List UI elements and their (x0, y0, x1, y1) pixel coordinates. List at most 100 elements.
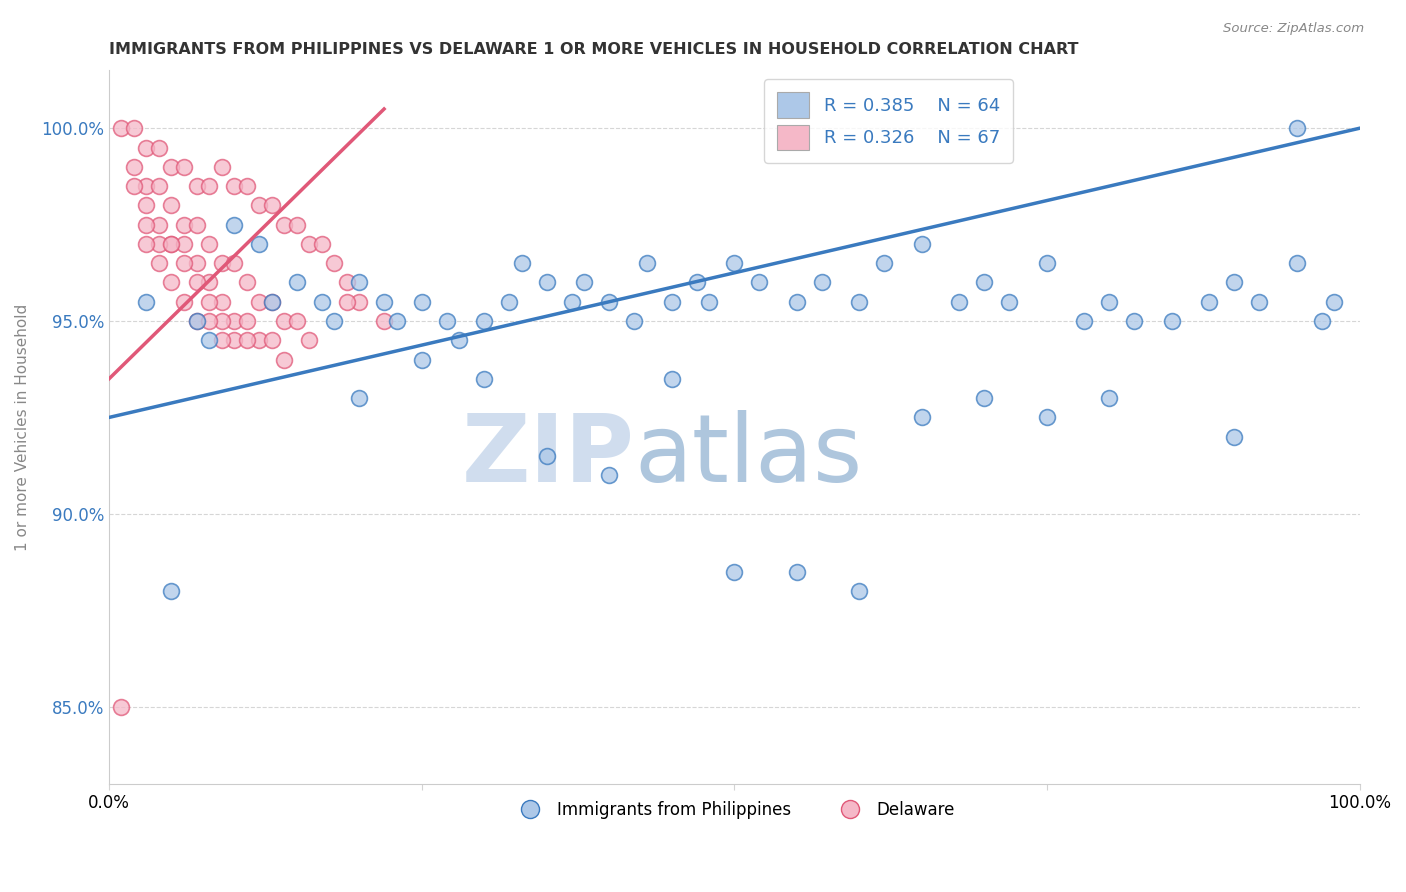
Point (186, 314, 208, 328)
Point (472, 372, 495, 386)
Point (472, 314, 495, 328)
Point (1223, 276, 1246, 290)
Point (848, 294, 870, 309)
Point (598, 468, 620, 483)
Point (273, 314, 295, 328)
Point (211, 314, 233, 328)
Point (572, 276, 595, 290)
Point (160, 583, 183, 598)
Point (1098, 294, 1121, 309)
Point (1073, 314, 1095, 328)
Point (211, 256, 233, 270)
Point (122, 179, 145, 194)
Point (1161, 314, 1184, 328)
Point (186, 276, 208, 290)
Point (1323, 294, 1346, 309)
Point (211, 334, 233, 348)
Point (222, 218, 245, 232)
Point (311, 294, 333, 309)
Point (911, 236, 934, 251)
Point (260, 334, 283, 348)
Point (373, 314, 395, 328)
Point (373, 294, 395, 309)
Point (235, 276, 257, 290)
Point (173, 236, 195, 251)
Point (449, 334, 471, 348)
Point (135, 198, 157, 212)
Point (623, 314, 645, 328)
Point (1285, 256, 1308, 270)
Point (1198, 294, 1220, 309)
Point (260, 294, 283, 309)
Point (135, 140, 157, 154)
Point (748, 276, 770, 290)
Point (1249, 294, 1271, 309)
Point (235, 314, 257, 328)
Point (160, 198, 183, 212)
Point (110, 699, 132, 714)
Point (198, 294, 221, 309)
Point (786, 294, 808, 309)
Point (1098, 391, 1121, 405)
Point (723, 565, 745, 579)
Point (536, 449, 558, 463)
Point (1310, 314, 1333, 328)
Point (998, 294, 1021, 309)
Point (536, 276, 558, 290)
Point (148, 140, 170, 154)
Point (160, 236, 183, 251)
Point (273, 218, 295, 232)
Point (148, 179, 170, 194)
Point (222, 179, 245, 194)
Point (247, 198, 270, 212)
Point (285, 314, 308, 328)
Point (198, 276, 221, 290)
Point (198, 334, 221, 348)
Point (285, 218, 308, 232)
Point (347, 276, 370, 290)
Point (848, 583, 870, 598)
Point (298, 334, 321, 348)
Point (260, 294, 283, 309)
Point (186, 218, 208, 232)
Point (948, 294, 970, 309)
Point (347, 294, 370, 309)
Point (973, 391, 995, 405)
Point (723, 256, 745, 270)
Point (148, 256, 170, 270)
Point (1223, 430, 1246, 444)
Point (222, 314, 245, 328)
Point (148, 218, 170, 232)
Point (160, 236, 183, 251)
Point (1285, 121, 1308, 136)
Point (1036, 410, 1059, 425)
Point (411, 294, 433, 309)
Point (222, 334, 245, 348)
Point (247, 236, 270, 251)
Point (810, 276, 832, 290)
Point (235, 179, 257, 194)
Point (110, 121, 132, 136)
Point (411, 352, 433, 367)
Point (273, 352, 295, 367)
Point (247, 294, 270, 309)
Point (873, 256, 896, 270)
Point (122, 121, 145, 136)
Point (323, 256, 346, 270)
Point (135, 236, 157, 251)
Point (173, 218, 195, 232)
Point (911, 410, 934, 425)
Point (285, 276, 308, 290)
Point (661, 294, 683, 309)
Point (186, 256, 208, 270)
Point (186, 314, 208, 328)
Point (311, 236, 333, 251)
Text: atlas: atlas (634, 409, 862, 501)
Point (385, 314, 408, 328)
Point (786, 565, 808, 579)
Point (135, 294, 157, 309)
Point (498, 294, 520, 309)
Text: IMMIGRANTS FROM PHILIPPINES VS DELAWARE 1 OR MORE VEHICLES IN HOUSEHOLD CORRELAT: IMMIGRANTS FROM PHILIPPINES VS DELAWARE … (110, 42, 1078, 57)
Point (198, 314, 221, 328)
Point (222, 256, 245, 270)
